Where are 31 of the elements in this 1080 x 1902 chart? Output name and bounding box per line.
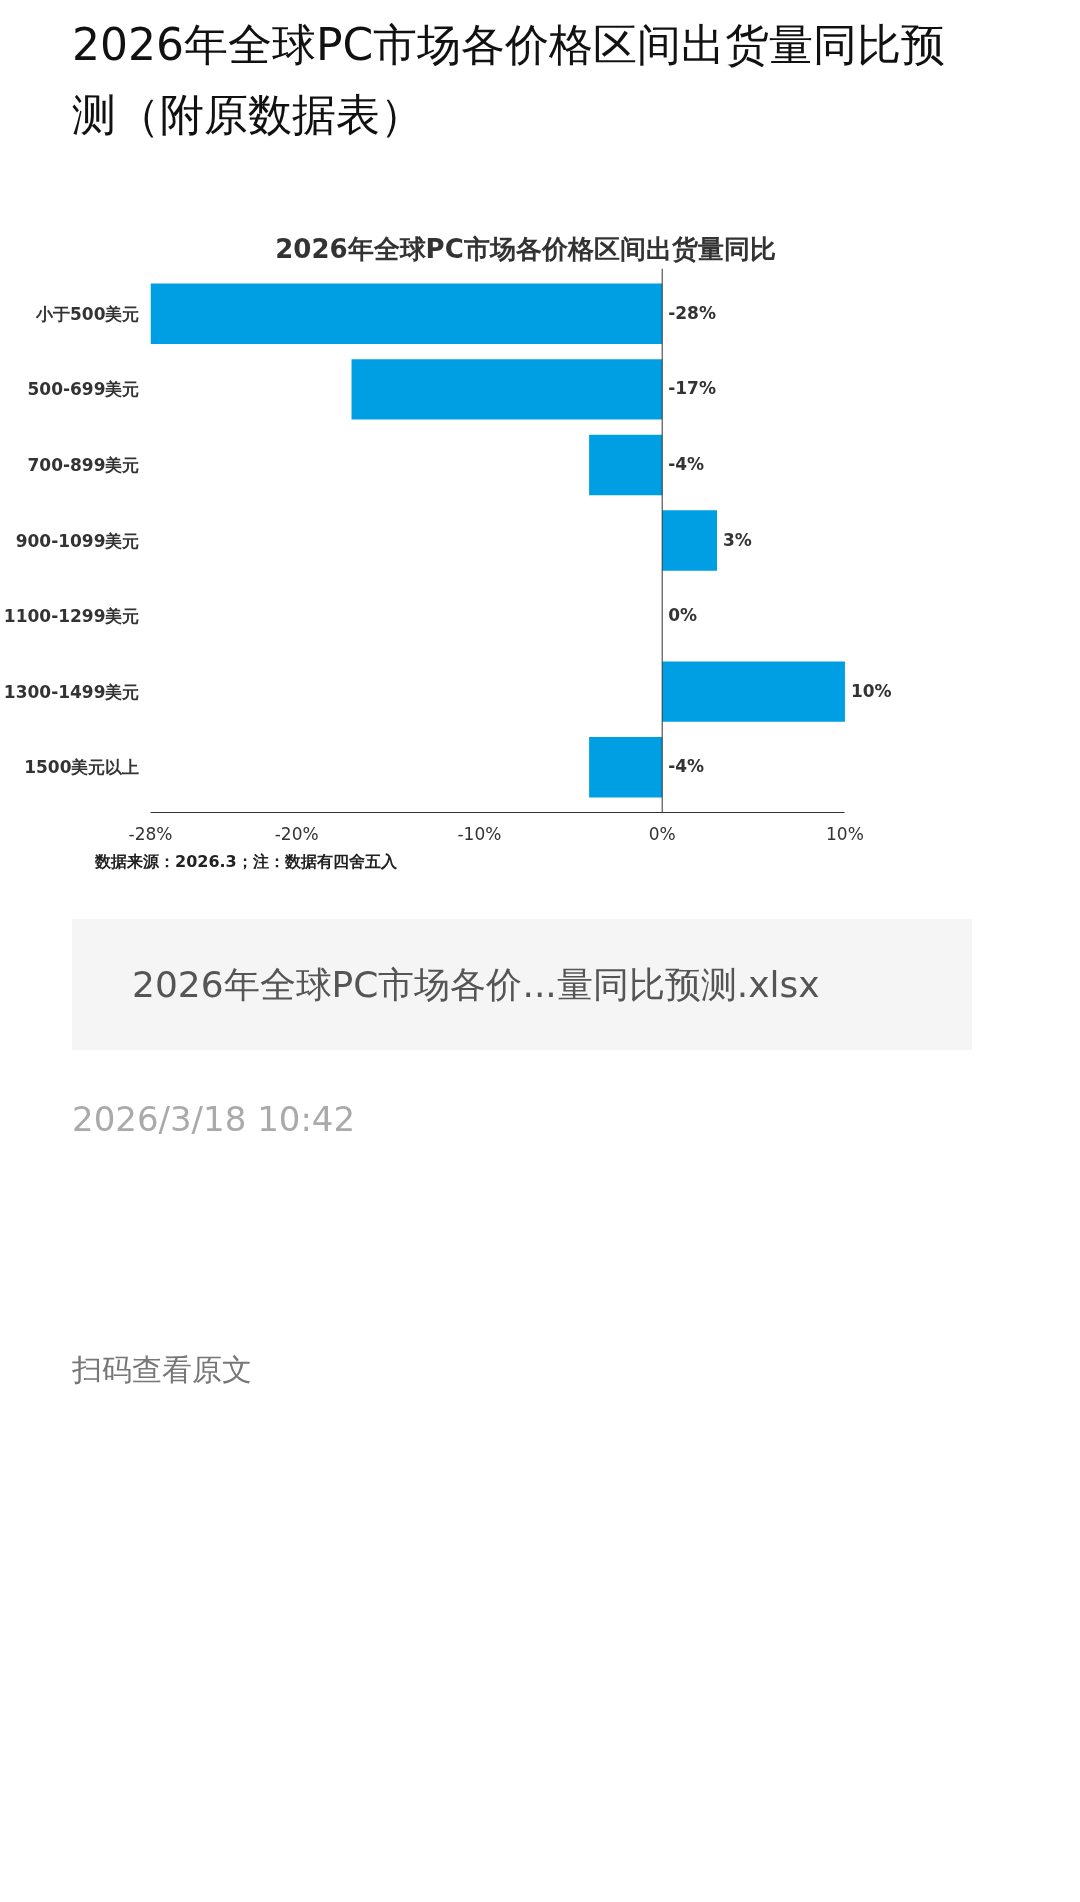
- text: 扫码查看原文: [72, 1350, 252, 1389]
- text: 2026/3/18 10:42: [72, 1098, 356, 1142]
- x-tick-label: 10%: [826, 823, 864, 844]
- bar: [150, 283, 663, 344]
- y-tick-label: 1500美元以上: [24, 756, 140, 777]
- bar: [351, 358, 663, 420]
- y-tick-label: 1100-1299美元: [3, 605, 140, 626]
- bar: [589, 736, 663, 798]
- data-label: 3%: [723, 529, 752, 550]
- bar: [589, 434, 663, 495]
- x-tick-label: -20%: [274, 823, 319, 844]
- x-tick-label: -10%: [457, 823, 502, 844]
- text: 2026年全球PC市场各价...量同比预测.xlsx: [132, 962, 820, 1007]
- bar: [662, 510, 718, 571]
- chart-title: 2026年全球PC市场各价格区间出货量同比预测（附原数据表）: [72, 18, 947, 143]
- bar: [662, 661, 845, 722]
- y-tick-label: 900-1099美元: [15, 530, 140, 551]
- data-label: -4%: [668, 755, 705, 776]
- y-tick-label: 小于500美元: [35, 303, 140, 324]
- data-label: -28%: [668, 302, 716, 323]
- x-tick-label: 0%: [648, 823, 676, 844]
- data-label: 0%: [668, 604, 698, 625]
- chart-subtitle: 2026年全球PC市场各价格区间出货量同比: [275, 233, 776, 264]
- x-tick-label: -28%: [128, 823, 173, 844]
- source-note: 数据来源：2026.3；注：数据有四舍五入: [95, 850, 397, 873]
- y-tick-label: 500-699美元: [27, 379, 140, 400]
- data-label: 10%: [850, 680, 892, 701]
- y-tick-label: 700-899美元: [27, 454, 140, 475]
- data-label: -17%: [668, 378, 716, 399]
- data-label: -4%: [668, 453, 705, 474]
- y-tick-label: 1300-1499美元: [3, 681, 140, 702]
